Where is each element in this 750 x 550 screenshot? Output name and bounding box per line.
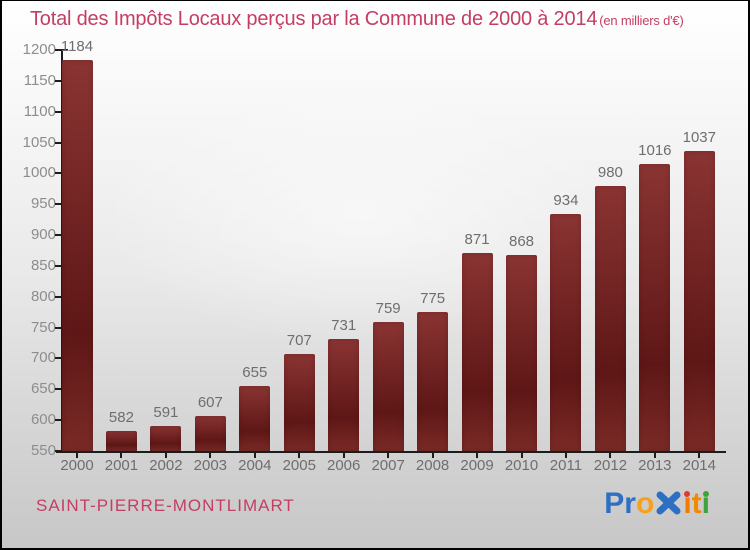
y-tick-label: 750 <box>30 318 56 336</box>
bar-value-label: 1016 <box>638 141 672 159</box>
bar-value-label: 707 <box>286 332 312 350</box>
bar-value-label: 934 <box>553 192 579 210</box>
logo-letter: t <box>691 487 702 520</box>
x-tick-mark <box>431 451 434 458</box>
y-tick-label: 850 <box>30 256 56 274</box>
bar-value-label: 1037 <box>682 128 716 146</box>
bar-value-label: 759 <box>375 300 401 318</box>
bar-value-label: 1184 <box>60 37 94 55</box>
bar-value-label: 868 <box>508 232 535 250</box>
bar-value-label: 655 <box>242 364 268 382</box>
x-tick-mark <box>342 451 345 458</box>
x-tick-label: 2000 <box>60 457 94 474</box>
bar-2000 <box>61 59 93 451</box>
y-tick-label: 1050 <box>22 133 56 151</box>
y-tick-label: 1200 <box>22 41 56 58</box>
y-tick-label: 550 <box>30 442 56 459</box>
x-tick-label: 2003 <box>193 457 228 474</box>
bar-2014 <box>683 150 715 451</box>
x-tick-label: 2004 <box>238 457 272 474</box>
bar-value-label: 871 <box>464 230 490 248</box>
bar-value-label: 591 <box>153 403 179 421</box>
x-tick-mark <box>387 451 390 458</box>
x-tick-label: 2013 <box>638 457 672 474</box>
y-tick-label: 1100 <box>23 102 56 120</box>
bar-2009 <box>461 252 493 451</box>
x-tick-mark <box>609 451 612 458</box>
x-tick-mark <box>209 451 212 458</box>
y-tick-label: 700 <box>30 349 56 367</box>
x-tick-mark <box>653 451 656 458</box>
logo-letter: ı <box>683 487 692 520</box>
y-tick-label: 600 <box>30 411 56 429</box>
x-tick-mark <box>476 451 479 458</box>
x-tick-mark <box>164 451 167 458</box>
bar-2011 <box>550 214 582 451</box>
bar-2013 <box>639 163 671 451</box>
x-tick-mark <box>298 451 301 458</box>
logo-letter: o <box>635 487 655 520</box>
x-tick-label: 2008 <box>415 457 450 474</box>
y-tick-label: 650 <box>30 380 56 398</box>
commune-name: SAINT-PIERRE-MONTLIMART <box>36 496 295 515</box>
bar-2002 <box>150 425 182 451</box>
y-tick-label: 950 <box>30 195 56 213</box>
x-tick-label: 2011 <box>549 457 583 474</box>
x-tick-label: 2005 <box>282 457 316 474</box>
bar-2010 <box>506 254 537 451</box>
bar-value-label: 731 <box>331 317 357 335</box>
bar-value-label: 775 <box>420 290 446 308</box>
bar-2004 <box>239 386 271 451</box>
y-tick-label: 1150 <box>23 71 56 89</box>
logo-letter: r <box>624 487 636 520</box>
x-tick-label: 2014 <box>682 457 716 474</box>
bar-2008 <box>417 312 449 451</box>
bar-2012 <box>594 185 626 451</box>
bar-2001 <box>105 431 137 451</box>
logo-letter: ı <box>701 487 710 520</box>
logo-letter: P <box>604 487 625 520</box>
logo-letter-dot <box>684 491 691 497</box>
y-tick-label: 1000 <box>22 164 56 182</box>
chart-title-unit: (en milliers d'€) <box>599 13 684 28</box>
logo-letter-dot <box>702 491 709 497</box>
x-tick-label: 2002 <box>149 457 183 474</box>
x-tick-mark <box>120 451 123 458</box>
bar-2005 <box>283 354 315 451</box>
x-axis-line <box>56 451 726 453</box>
chart-title-text: Total des Impôts Locaux perçus par la Co… <box>30 8 598 30</box>
x-tick-label: 2010 <box>504 457 539 474</box>
y-tick-label: 900 <box>30 226 56 244</box>
x-tick-mark <box>253 451 256 458</box>
bar-value-label: 607 <box>197 393 223 411</box>
bar-2003 <box>194 415 226 451</box>
x-tick-mark <box>76 451 78 458</box>
chart-title: Total des Impôts Locaux perçus par la Co… <box>30 8 684 31</box>
x-tick-mark <box>564 451 567 458</box>
bar-2007 <box>372 322 404 451</box>
x-tick-mark <box>698 451 701 458</box>
bar-2006 <box>328 339 360 451</box>
x-tick-mark <box>520 451 523 458</box>
x-tick-label: 2006 <box>327 457 361 474</box>
bar-value-label: 582 <box>108 409 134 427</box>
x-tick-label: 2009 <box>460 457 494 474</box>
y-tick-mark <box>55 49 68 51</box>
bar-value-label: 980 <box>597 163 623 181</box>
logo-x-mark-icon <box>654 488 683 520</box>
y-tick-mark <box>55 450 68 452</box>
x-tick-label: 2001 <box>104 457 139 474</box>
x-tick-label: 2007 <box>371 457 405 474</box>
x-tick-label: 2012 <box>593 457 628 474</box>
y-tick-label: 800 <box>30 287 56 305</box>
